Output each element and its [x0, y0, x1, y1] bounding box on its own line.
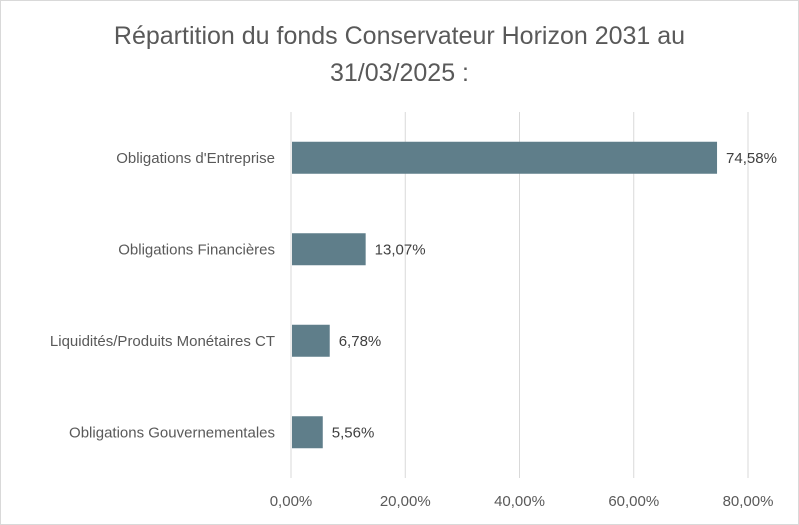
data-label: 6,78%	[339, 333, 382, 350]
bar	[292, 233, 366, 266]
data-label: 74,58%	[726, 150, 777, 167]
x-tick-labels: 0,00% 20,00% 40,00% 60,00% 80,00%	[270, 493, 774, 510]
chart-title-line-2: 31/03/2025 :	[329, 59, 469, 87]
bar	[292, 324, 330, 357]
chart-title-line-1: Répartition du fonds Conservateur Horizo…	[113, 22, 686, 50]
data-labels: 74,58% 13,07% 6,78% 5,56%	[332, 150, 777, 442]
bars	[292, 141, 718, 449]
category-label: Liquidités/Produits Monétaires CT	[50, 333, 275, 350]
bar	[292, 416, 323, 449]
category-label: Obligations d'Entreprise	[116, 150, 275, 167]
x-tick-label: 80,00%	[723, 493, 774, 510]
x-tick-label: 40,00%	[494, 493, 545, 510]
chart-title: Répartition du fonds Conservateur Horizo…	[0, 18, 799, 92]
category-labels: Obligations d'Entreprise Obligations Fina…	[50, 150, 275, 442]
category-label: Obligations Gouvernementales	[69, 424, 275, 441]
category-label: Obligations Financières	[118, 241, 275, 258]
x-tick-label: 60,00%	[608, 493, 659, 510]
bar	[292, 141, 718, 174]
data-label: 13,07%	[375, 241, 426, 258]
data-label: 5,56%	[332, 424, 375, 441]
x-tick-label: 20,00%	[380, 493, 431, 510]
x-tick-label: 0,00%	[270, 493, 313, 510]
